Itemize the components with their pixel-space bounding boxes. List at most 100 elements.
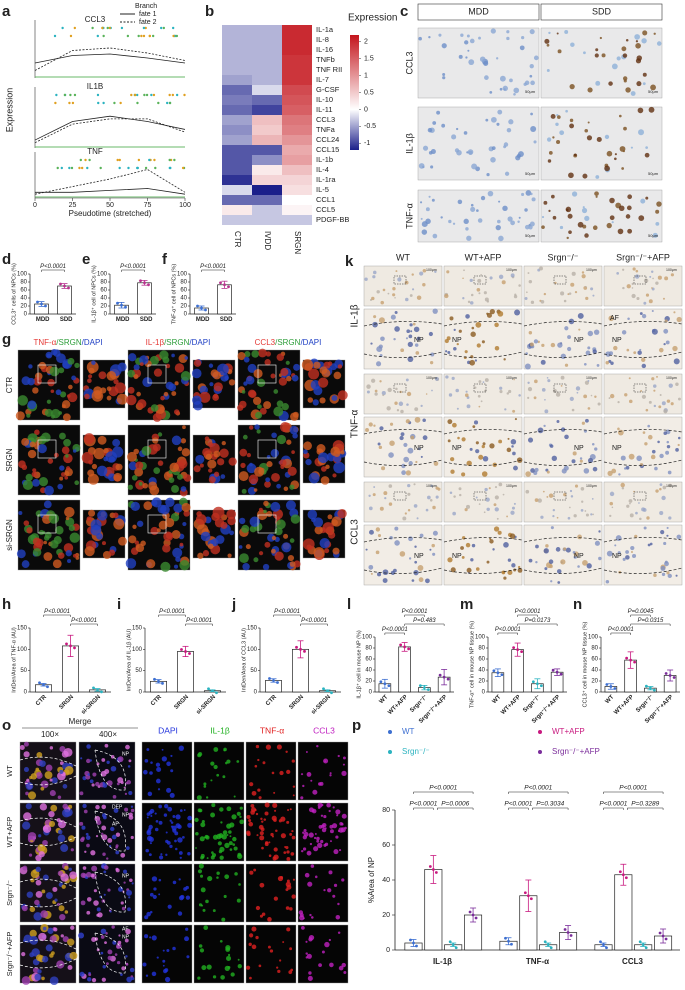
image-texture [107,955,112,961]
scale-label: 100μm [666,268,677,272]
image [523,524,603,586]
image-texture [622,557,626,561]
image [540,189,663,243]
image-texture [117,886,124,892]
image-texture [62,803,69,810]
image-texture [604,165,610,172]
image-texture [322,522,334,534]
image-texture [400,348,405,353]
image-texture [677,443,680,447]
image-texture [34,973,42,981]
image-texture [185,927,189,931]
image-texture [51,348,58,356]
image-texture [630,550,634,554]
image-texture [116,943,122,949]
image-texture [21,951,26,957]
cell-dot [63,93,67,97]
image-texture [661,401,666,406]
image-texture [101,541,107,546]
image-texture [564,363,569,367]
image-texture [247,486,256,495]
image-texture [157,432,163,437]
image-texture [343,970,347,974]
x-tick-label: WT [492,694,503,705]
image-texture [590,513,593,516]
image-texture [506,392,510,395]
image-texture [322,822,327,828]
image-texture [30,773,38,780]
image-texture [619,146,626,152]
image-texture [625,38,629,42]
image-texture [617,401,620,404]
image-texture [551,455,557,461]
image-texture [29,441,36,448]
image-texture [626,504,630,508]
heat-cell [252,25,282,35]
image-texture [237,404,244,411]
image-texture [393,337,396,341]
image-texture [87,977,92,982]
image-texture [236,898,241,903]
image-texture [280,876,284,879]
image-texture [291,374,299,382]
image-texture [28,853,33,857]
image-texture [658,405,662,409]
image-texture [579,459,583,463]
image-texture [480,273,482,276]
image-texture [264,481,271,488]
image-texture [249,462,253,467]
image-texture [92,772,97,777]
image-texture [165,518,175,528]
colorbar-label: 0.5 [364,89,374,96]
image-texture [313,386,323,396]
image-texture [557,115,561,119]
image-texture [480,195,486,201]
image-texture [251,790,257,796]
image-texture [61,750,69,758]
image-texture [447,419,453,425]
image-texture [197,976,201,980]
image-texture [406,391,412,397]
zoom-box [553,491,567,501]
image-texture [212,975,217,979]
heat-cell [282,85,312,95]
image-texture [209,382,214,387]
image-texture [246,463,257,474]
image-texture [163,391,169,397]
image-texture [226,834,229,837]
image-texture [452,222,456,225]
image-texture [457,199,463,205]
image [363,481,443,523]
image-texture [125,846,130,850]
image-texture [293,560,301,568]
image-texture [280,816,286,822]
image-texture [168,383,177,392]
cell-dot [118,158,121,162]
heat-cell [252,215,282,225]
image-texture [320,839,324,844]
panel-label: b [205,3,214,20]
image-texture [422,283,426,287]
image-texture [649,275,652,278]
image-texture [418,36,422,41]
image-texture [245,544,251,550]
image-texture [69,532,80,543]
image-texture [435,495,439,499]
row-label: TNF-α [404,203,414,229]
image-texture [213,471,220,477]
cell-dot [84,158,87,162]
image-texture [45,944,53,952]
image-texture [369,529,374,535]
gene-title: IL1B [87,82,103,91]
af-label: AF [610,315,619,322]
x-tick-label: MDD [196,317,210,323]
image-texture [613,345,618,351]
image-texture [37,443,47,454]
heat-cell [252,55,282,65]
cell-dot [54,101,57,105]
image-texture [239,553,249,564]
image-texture [101,977,106,982]
image-texture [301,359,314,371]
image-texture [62,784,68,789]
image-texture [516,457,523,463]
